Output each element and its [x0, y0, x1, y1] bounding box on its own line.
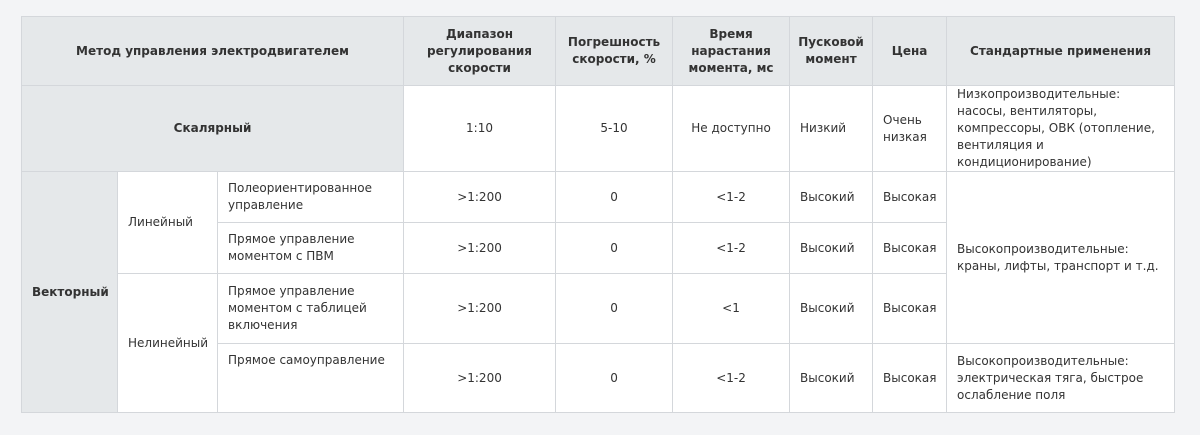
cell-applications-traction: Высокопроизводительные: электрическая тя…	[946, 343, 1176, 413]
header-speed-error: Погрешность скорости, %	[555, 16, 674, 86]
cell-price: Высокая	[872, 222, 948, 274]
cell-speed-error: 0	[555, 343, 674, 413]
table-header-row: Метод управления электродвигателем Диапа…	[20, 16, 1176, 86]
cell-speed-range: >1:200	[403, 273, 557, 344]
cell-method-name: Прямое управление моментом с таблицей вк…	[216, 273, 405, 344]
cell-method-name: Прямое самоуправление	[216, 343, 405, 413]
comparison-table-container: Метод управления электродвигателем Диапа…	[20, 16, 1176, 413]
cell-torque-rise: <1	[672, 273, 791, 344]
cell-starting-torque: Высокий	[789, 343, 874, 413]
cell-torque-rise: <1-2	[672, 222, 791, 274]
table-row-scalar: Скалярный 1:10 5-10 Не доступно Низкий О…	[20, 85, 1176, 172]
cell-speed-error: 0	[555, 171, 674, 223]
header-torque-rise: Время нарастания момента, мс	[672, 16, 791, 86]
cell-scalar-applications: Низкопроизводительные: насосы, вентилято…	[946, 85, 1176, 172]
cell-speed-error: 0	[555, 222, 674, 274]
header-applications: Стандартные применения	[946, 16, 1176, 86]
cell-scalar-speed-error: 5-10	[555, 85, 674, 172]
table-row-vector-4: Прямое самоуправление >1:200 0 <1-2 Высо…	[22, 343, 1176, 413]
header-price: Цена	[872, 16, 948, 86]
cell-linear-label: Линейный	[117, 171, 218, 274]
cell-nonlinear-label: Нелинейный	[117, 273, 218, 413]
cell-method-name: Прямое управление моментом с ПВМ	[216, 222, 405, 274]
cell-speed-error: 0	[555, 273, 674, 344]
cell-method-name: Полеориентированное управление	[216, 171, 405, 223]
cell-scalar-method: Скалярный	[20, 85, 405, 172]
table-row-vector-3: Нелинейный Прямое управление моментом с …	[22, 273, 1175, 413]
cell-speed-range: >1:200	[403, 222, 557, 274]
cell-torque-rise: <1-2	[672, 343, 791, 413]
header-method: Метод управления электродвигателем	[20, 16, 405, 86]
cell-price: Высокая	[872, 273, 948, 344]
header-starting-torque: Пусковой момент	[789, 16, 874, 86]
cell-vector-method: Векторный	[21, 171, 118, 413]
cell-starting-torque: Высокий	[789, 273, 874, 344]
table-row-vector-2: Прямое управление моментом с ПВМ >1:200 …	[22, 222, 1175, 274]
cell-speed-range: >1:200	[403, 343, 557, 413]
header-speed-range: Диапазон регулирования скорости	[403, 16, 557, 86]
cell-applications-high: Высокопроизводительные: краны, лифты, тр…	[946, 171, 1176, 344]
cell-scalar-starting-torque: Низкий	[789, 85, 874, 172]
cell-speed-range: >1:200	[403, 171, 557, 223]
cell-starting-torque: Высокий	[789, 222, 874, 274]
cell-scalar-torque-rise: Не доступно	[672, 85, 791, 172]
cell-scalar-speed-range: 1:10	[403, 85, 557, 172]
motor-control-comparison-table: Метод управления электродвигателем Диапа…	[20, 16, 1176, 413]
cell-scalar-price: Очень низкая	[872, 85, 948, 172]
table-row-vector-1: Векторный Линейный Полеориентированное у…	[21, 171, 1176, 413]
cell-price: Высокая	[872, 343, 948, 413]
cell-torque-rise: <1-2	[672, 171, 791, 223]
cell-price: Высокая	[872, 171, 948, 223]
cell-starting-torque: Высокий	[789, 171, 874, 223]
